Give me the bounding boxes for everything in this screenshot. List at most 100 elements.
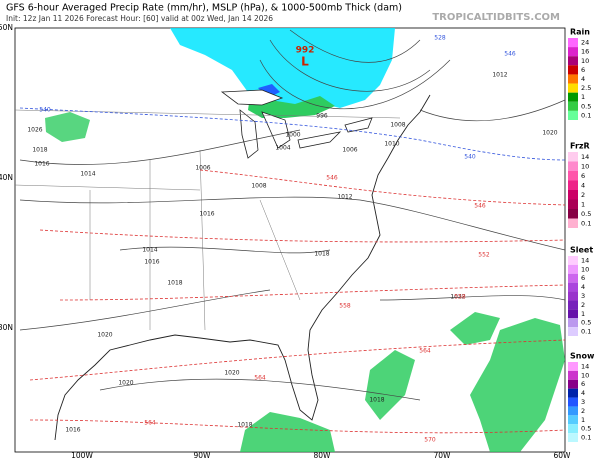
legend-tick-label: 2 xyxy=(581,191,585,199)
legend-tick-label: 3 xyxy=(581,292,585,300)
isobar-label: 1012 xyxy=(492,72,507,79)
legend-swatch xyxy=(568,327,578,336)
legend-swatch xyxy=(568,433,578,442)
legend-swatch xyxy=(568,161,578,171)
thickness-label: 540 xyxy=(39,107,51,114)
lat-label: 50N xyxy=(0,23,13,32)
legend-swatch xyxy=(568,65,578,75)
legend-tick-label: 2 xyxy=(581,301,585,309)
isobar-label: 1026 xyxy=(27,127,42,134)
isobar-label: 1018 xyxy=(314,251,329,258)
rain-area xyxy=(45,112,90,142)
legend-swatch xyxy=(568,190,578,200)
isobar-label: 1020 xyxy=(118,380,133,387)
thickness-label: 570 xyxy=(424,437,436,444)
legend-tick-label: 14 xyxy=(581,256,589,264)
coastline xyxy=(54,94,431,441)
legend-tick-label: 10 xyxy=(581,371,589,379)
legend-tick-label: 6 xyxy=(581,66,585,74)
legend-tick-label: 4 xyxy=(581,389,585,397)
legend-tick-label: 4 xyxy=(581,283,585,291)
state-borders xyxy=(14,109,401,331)
rain-area xyxy=(240,412,335,452)
legend-swatch xyxy=(568,415,578,425)
legend-tick-label: 0.1 xyxy=(581,219,591,227)
legend-swatch xyxy=(568,180,578,190)
isobar-label: 1016 xyxy=(34,161,49,168)
legend-swatch xyxy=(568,318,578,328)
legend-tick-label: 2.5 xyxy=(581,84,591,92)
legend-title: FrzR xyxy=(570,142,590,151)
isobar-label: 1004 xyxy=(275,145,290,152)
legend-swatch xyxy=(568,218,578,228)
title: GFS 6-hour Averaged Precip Rate (mm/hr),… xyxy=(6,3,402,14)
isobar-label: 1000 xyxy=(285,132,300,139)
lon-label: 70W xyxy=(434,451,452,460)
thickness-label: 546 xyxy=(474,203,486,210)
lon-label: 100W xyxy=(71,451,93,460)
rain-area xyxy=(258,84,280,98)
isobar-label: 1008 xyxy=(390,122,405,129)
isobar-label: 1008 xyxy=(251,183,266,190)
legend-swatch xyxy=(568,83,578,93)
legend-tick-label: 6 xyxy=(581,274,585,282)
legend-tick-label: 2 xyxy=(581,407,585,415)
rain-area xyxy=(365,312,565,452)
legend-tick-label: 1 xyxy=(581,93,585,101)
legend-title: Snow xyxy=(570,352,595,361)
legend-tick-label: 16 xyxy=(581,48,589,56)
legend-swatch xyxy=(568,388,578,398)
legend-tick-label: 6 xyxy=(581,172,585,180)
isobar-label: 1016 xyxy=(199,211,214,218)
legend-swatch xyxy=(568,362,578,371)
legend-swatch xyxy=(568,171,578,181)
isobar-label: 1012 xyxy=(337,194,352,201)
legend-swatch xyxy=(568,282,578,292)
legend-tick-label: 0.5 xyxy=(581,319,591,327)
lat-label: 40N xyxy=(0,173,13,182)
low-pressure: 992 xyxy=(296,46,315,56)
isobar-label: 1018 xyxy=(167,280,182,287)
subtitle: Init: 12z Jan 11 2026 Forecast Hour: [60… xyxy=(6,14,273,23)
legend-tick-label: 10 xyxy=(581,265,589,273)
isobar-label: 1018 xyxy=(32,147,47,154)
legend-swatch xyxy=(568,152,578,162)
legend-swatch xyxy=(568,101,578,111)
isobar-label: 1020 xyxy=(224,370,239,377)
legend-tick-label: 1 xyxy=(581,310,585,318)
thickness-label: 552 xyxy=(478,252,490,259)
isobar-label: 996 xyxy=(316,113,328,120)
lon-label: 80W xyxy=(314,451,332,460)
legend-swatch xyxy=(568,424,578,434)
map-area xyxy=(14,27,566,453)
legend-tick-label: 4 xyxy=(581,181,585,189)
thickness-label: 558 xyxy=(339,303,351,310)
isobar-label: 1016 xyxy=(144,259,159,266)
thickness-label: 546 xyxy=(326,175,338,182)
legend-title: Sleet xyxy=(570,246,593,255)
legend-swatch xyxy=(568,74,578,84)
lon-label: 90W xyxy=(194,451,212,460)
legend-swatch xyxy=(568,264,578,274)
legend-tick-label: 24 xyxy=(581,39,589,47)
isobar-label: 1014 xyxy=(142,247,157,254)
legend-tick-label: 0.5 xyxy=(581,102,591,110)
legend-swatch xyxy=(568,110,578,120)
legend-swatch xyxy=(568,370,578,380)
isobar-label: 1022 xyxy=(450,294,465,301)
rain-area xyxy=(170,28,395,110)
thickness-label: 528 xyxy=(434,35,446,42)
legend-swatch xyxy=(568,379,578,389)
isobar-label: 1006 xyxy=(195,165,210,172)
isobar xyxy=(19,29,566,401)
legend-tick-label: 6 xyxy=(581,380,585,388)
thickness-label: 540 xyxy=(464,154,476,161)
legend-tick-label: 3 xyxy=(581,398,585,406)
isobar-label: 1006 xyxy=(342,147,357,154)
thickness-label: 546 xyxy=(504,51,516,58)
thickness-label: 564 xyxy=(144,420,156,427)
isobar-label: 1020 xyxy=(542,130,557,137)
legend-tick-label: 1 xyxy=(581,200,585,208)
thickness-line xyxy=(19,107,566,161)
